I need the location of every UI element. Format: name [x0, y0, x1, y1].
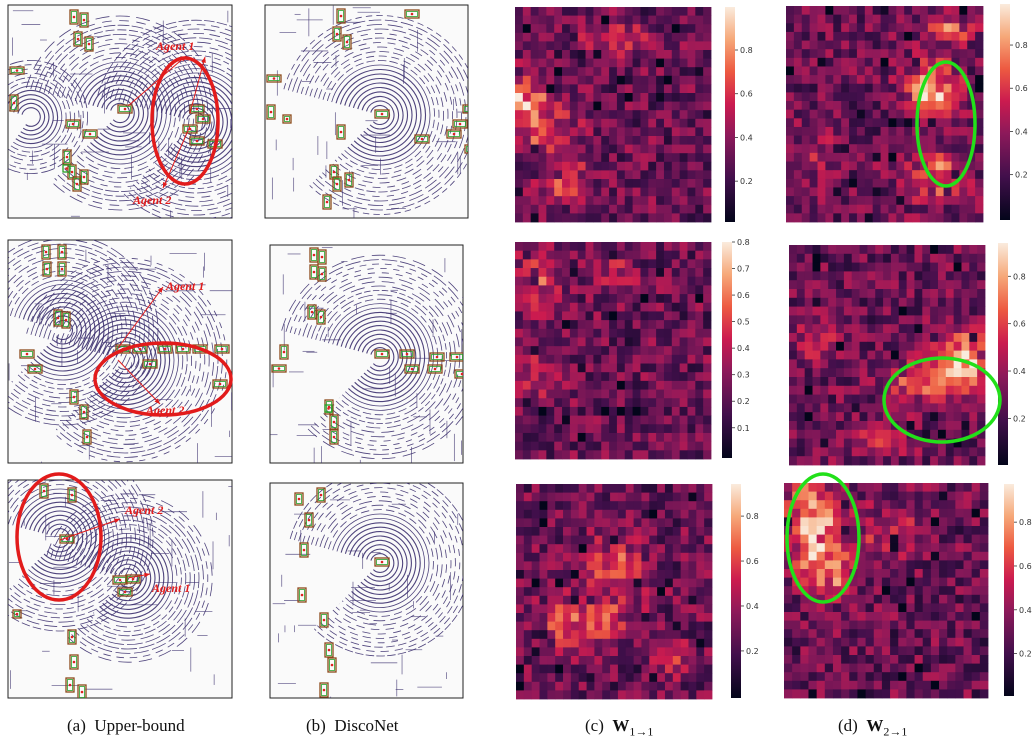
colorbar-w21-row3: 0.8 0.6 0.4 0.2 [1004, 484, 1032, 696]
lidar-disconet-row2 [269, 244, 464, 464]
colorbar-tick-label: 0.2 [737, 397, 750, 406]
colorbar-tick-label: 0.8 [1019, 518, 1032, 527]
highlight-ellipse-red-row2 [93, 341, 233, 417]
heatmap-w11-row2 [515, 242, 712, 460]
colorbar-tick-label: 0.4 [737, 344, 750, 353]
colorbar-tick-label: 0.7 [737, 265, 750, 274]
colorbar-tick-label: 0.8 [1015, 41, 1028, 50]
colorbar-tick-label: 0.5 [737, 318, 750, 327]
colorbar-tick-label: 0.8 [740, 46, 753, 55]
colorbar-tick-label: 0.6 [1015, 84, 1028, 93]
highlight-ellipse-green-row2 [882, 356, 1002, 444]
heatmap-w21-row2 [789, 245, 986, 466]
colorbar-w21-row1: 0.8 0.6 0.4 0.2 [1000, 4, 1028, 220]
heatmap-w11-row1 [515, 7, 712, 223]
colorbar-tick-label: 0.8 [1013, 272, 1026, 281]
colorbar-tick-label: 0.2 [746, 647, 759, 656]
heatmap-w21-row3 [784, 483, 989, 699]
colorbar-tick-label: 0.6 [1019, 562, 1032, 571]
colorbar-tick-label: 0.6 [1013, 320, 1026, 329]
colorbar-tick-label: 0.8 [746, 512, 759, 521]
colorbar-w11-row2: 0.8 0.7 0.6 0.5 0.4 0.3 0.2 0.1 [722, 238, 750, 458]
colorbar-tick-label: 0.2 [1015, 171, 1028, 180]
lidar-upper-bound-row1 [7, 4, 233, 219]
agent-annotation: Agent 2 [124, 503, 163, 517]
caption-d: (d) W2→1 [838, 716, 908, 739]
colorbar-w11-row3: 0.8 0.6 0.4 0.2 [731, 484, 759, 698]
caption-c: (c) W1→1 [585, 716, 654, 739]
agent-annotation: Agent 2 [132, 193, 171, 207]
colorbar-tick-label: 0.4 [1015, 127, 1028, 136]
colorbar-tick-label: 0.3 [737, 371, 750, 380]
colorbar-tick-label: 0.6 [737, 291, 750, 300]
colorbar-tick-label: 0.4 [1019, 606, 1032, 615]
highlight-ellipse-green-row1 [915, 60, 977, 188]
agent-annotation: Agent 2 [145, 403, 184, 417]
lidar-disconet-row1 [264, 4, 469, 219]
lidar-upper-bound-row3 [7, 479, 233, 699]
agent-annotation: Agent 1 [151, 581, 190, 595]
colorbar-tick-label: 0.8 [737, 238, 750, 247]
caption-a: (a) Upper-bound [67, 716, 185, 735]
colorbar-tick-label: 0.2 [740, 177, 753, 186]
colorbar-tick-label: 0.4 [746, 602, 759, 611]
colorbar-tick-label: 0.4 [740, 133, 753, 142]
colorbar-tick-label: 0.2 [1019, 650, 1032, 659]
agent-annotation: Agent 1 [155, 39, 194, 53]
lidar-disconet-row3 [269, 482, 464, 699]
lidar-upper-bound-row2 [7, 239, 233, 464]
highlight-ellipse-red-row3 [15, 472, 103, 602]
colorbar-w21-row2: 0.8 0.6 0.4 0.2 [998, 243, 1026, 465]
heatmap-w21-row1 [786, 6, 984, 223]
colorbar-tick-label: 0.6 [746, 557, 759, 566]
colorbar-tick-label: 0.4 [1013, 367, 1026, 376]
caption-b: (b) DiscoNet [306, 716, 399, 735]
agent-annotation: Agent 1 [165, 279, 204, 293]
heatmap-w11-row3 [516, 484, 713, 700]
colorbar-w11-row1: 0.8 0.6 0.4 0.2 [725, 7, 753, 222]
colorbar-tick-label: 0.2 [1013, 414, 1026, 423]
highlight-ellipse-green-row3 [785, 472, 861, 604]
colorbar-tick-label: 0.1 [737, 424, 750, 433]
colorbar-tick-label: 0.6 [740, 90, 753, 99]
